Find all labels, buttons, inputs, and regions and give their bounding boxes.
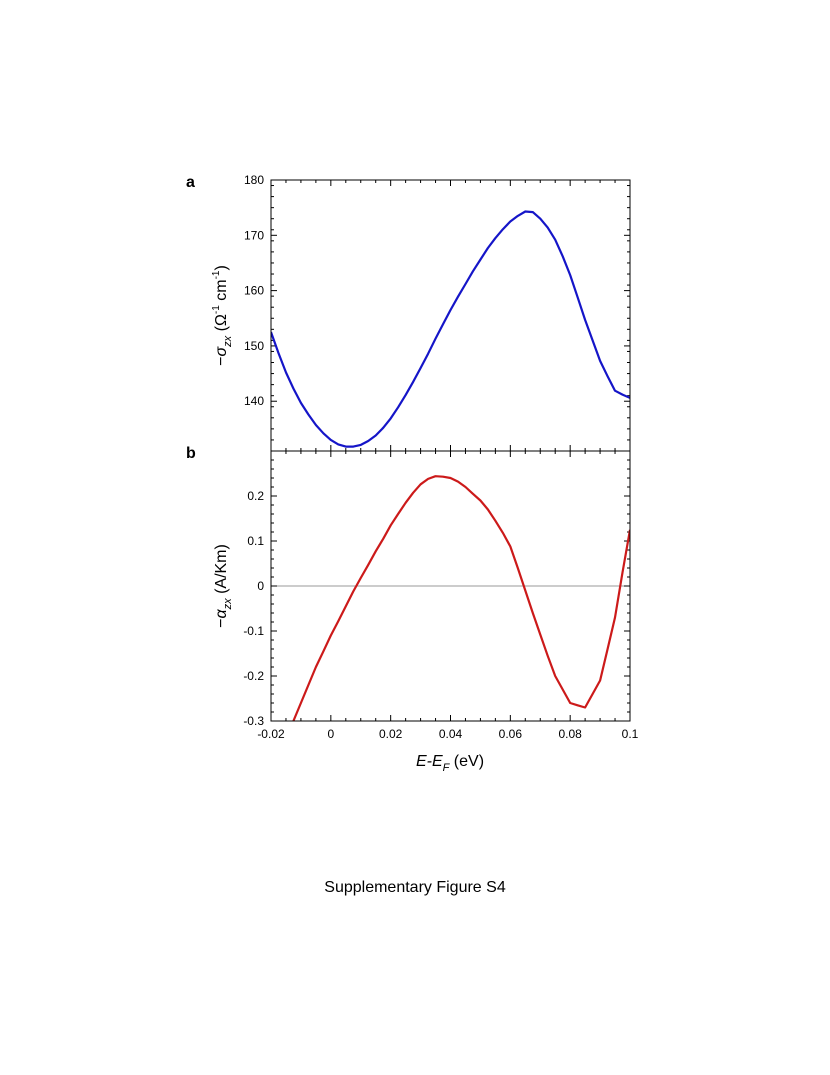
figure-caption: Supplementary Figure S4 [324, 879, 506, 896]
y-axis-label: −αzx (A/Km) [213, 544, 234, 628]
series-line [271, 210, 630, 448]
y-tick-label: -0.3 [243, 714, 264, 728]
y-tick-label: 150 [244, 339, 264, 353]
x-tick-label: 0.04 [439, 727, 463, 741]
y-tick-label: 0.2 [247, 489, 264, 503]
panel-a: 140 150 160 170 180 a −σzx (Ω-1 cm-1) [186, 173, 631, 452]
panel-b: -0.3 -0.2 -0.1 0 0.1 0.2 -0.02 0 0.02 0.04 0.06 0.0… [186, 445, 639, 774]
y-tick-label: 180 [244, 173, 264, 187]
x-tick-label: -0.02 [257, 727, 285, 741]
y-tick-label: -0.2 [243, 669, 264, 683]
plot-frame [270, 179, 631, 452]
x-tick-label: 0 [327, 727, 334, 741]
y-tick-label: -0.1 [243, 624, 264, 638]
plot-frame [270, 450, 631, 722]
panel-label: b [186, 445, 196, 462]
y-axis-label: −σzx (Ω-1 cm-1) [211, 265, 234, 366]
y-tick-label: 160 [244, 284, 264, 298]
y-tick-label: 0 [257, 579, 264, 593]
x-tick-label: 0.02 [379, 727, 403, 741]
x-tick-label: 0.1 [622, 727, 639, 741]
y-tick-label: 170 [244, 228, 264, 242]
x-tick-label: 0.06 [499, 727, 523, 741]
series-line [292, 475, 630, 721]
y-tick-label: 0.1 [247, 534, 264, 548]
x-tick-label: 0.08 [558, 727, 582, 741]
y-tick-label: 140 [244, 394, 264, 408]
panel-label: a [186, 174, 195, 191]
x-axis-label: E-EF (eV) [416, 753, 484, 774]
